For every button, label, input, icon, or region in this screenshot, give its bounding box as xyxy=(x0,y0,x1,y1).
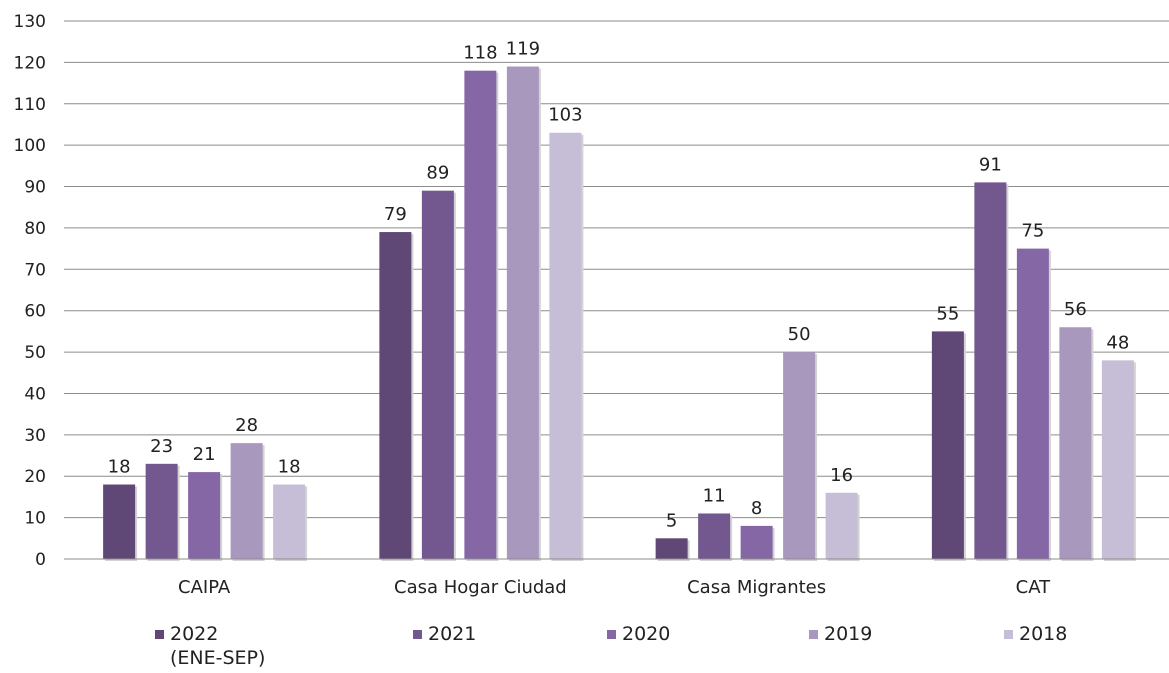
data-label: 91 xyxy=(979,154,1002,175)
y-tick-label: 40 xyxy=(24,384,46,404)
data-label: 48 xyxy=(1106,332,1129,353)
y-tick-label: 130 xyxy=(14,12,46,32)
y-tick-label: 10 xyxy=(24,509,46,529)
legend-swatch xyxy=(155,630,164,639)
bar xyxy=(931,331,964,559)
y-tick-label: 50 xyxy=(24,343,46,363)
data-label: 18 xyxy=(108,457,131,478)
data-label: 11 xyxy=(703,485,726,506)
bar xyxy=(145,463,178,559)
bar xyxy=(506,66,539,560)
legend-swatch xyxy=(809,630,818,639)
legend-swatch xyxy=(1004,630,1013,639)
bar xyxy=(740,525,773,559)
y-tick-label: 60 xyxy=(24,302,46,322)
bar-chart: 0 10 20 30 40 50 60 70 80 90 100 110 120 130 18 23 21 28… xyxy=(14,12,1169,598)
legend-label: 2022 (ENE-SEP) xyxy=(170,623,266,669)
y-tick-label: 70 xyxy=(24,260,46,280)
legend-label: 2018 xyxy=(1019,623,1068,645)
legend-label: 2019 xyxy=(824,623,873,645)
data-label: 23 xyxy=(150,436,173,457)
legend-label: 2021 xyxy=(428,623,477,645)
legend-label: 2020 xyxy=(622,623,671,645)
y-tick-label: 100 xyxy=(14,136,46,156)
bar xyxy=(1101,360,1134,559)
bar xyxy=(1059,327,1092,559)
bar xyxy=(783,352,816,559)
data-label: 8 xyxy=(751,498,762,519)
legend: 2022 (ENE-SEP) 2021 2020 2019 2018 xyxy=(0,622,1169,672)
data-label: 103 xyxy=(548,105,582,126)
legend-swatch xyxy=(413,630,422,639)
legend-item: 2020 xyxy=(607,622,670,646)
x-category-label: CAT xyxy=(1016,577,1051,598)
data-label: 119 xyxy=(506,39,540,60)
y-tick-label: 0 xyxy=(35,550,46,570)
y-tick-label: 120 xyxy=(14,53,46,73)
gridlines xyxy=(64,20,1169,519)
data-label: 89 xyxy=(426,163,449,184)
bar xyxy=(698,513,731,559)
x-category-label: Casa Hogar Ciudad xyxy=(394,577,567,598)
bar xyxy=(1016,248,1049,559)
bar xyxy=(230,443,263,559)
data-label: 55 xyxy=(936,303,959,324)
bar xyxy=(974,182,1007,559)
x-axis-categories: CAIPA Casa Hogar Ciudad Casa Migrantes CAT xyxy=(178,577,1051,598)
bar xyxy=(655,538,688,559)
data-label: 79 xyxy=(384,204,407,225)
bar xyxy=(421,190,454,559)
y-axis-ticks: 0 10 20 30 40 50 60 70 80 90 100 110 120 130 xyxy=(14,12,46,570)
legend-item: 2019 xyxy=(809,622,872,646)
bar xyxy=(464,70,497,560)
bar xyxy=(379,232,412,560)
bars xyxy=(103,66,1136,562)
legend-item: 2021 xyxy=(413,622,476,646)
x-category-label: CAIPA xyxy=(178,577,231,598)
bar xyxy=(825,492,858,559)
data-label: 75 xyxy=(1021,221,1044,242)
data-label: 56 xyxy=(1064,299,1087,320)
y-tick-label: 80 xyxy=(24,219,46,239)
bar xyxy=(273,484,306,559)
y-tick-label: 20 xyxy=(24,467,46,487)
bar xyxy=(188,472,221,559)
legend-item: 2022 (ENE-SEP) xyxy=(155,622,265,670)
y-tick-label: 110 xyxy=(14,95,46,115)
data-label: 28 xyxy=(235,415,258,436)
data-label: 21 xyxy=(193,444,216,465)
data-label: 16 xyxy=(830,465,853,486)
data-label: 5 xyxy=(666,510,677,531)
y-tick-label: 30 xyxy=(24,426,46,446)
x-category-label: Casa Migrantes xyxy=(687,577,826,598)
data-label: 118 xyxy=(463,43,497,64)
data-label: 18 xyxy=(278,457,301,478)
data-label: 50 xyxy=(788,324,811,345)
legend-swatch xyxy=(607,630,616,639)
y-tick-label: 90 xyxy=(24,178,46,198)
bar xyxy=(549,132,582,559)
bar xyxy=(103,484,136,559)
legend-item: 2018 xyxy=(1004,622,1067,646)
